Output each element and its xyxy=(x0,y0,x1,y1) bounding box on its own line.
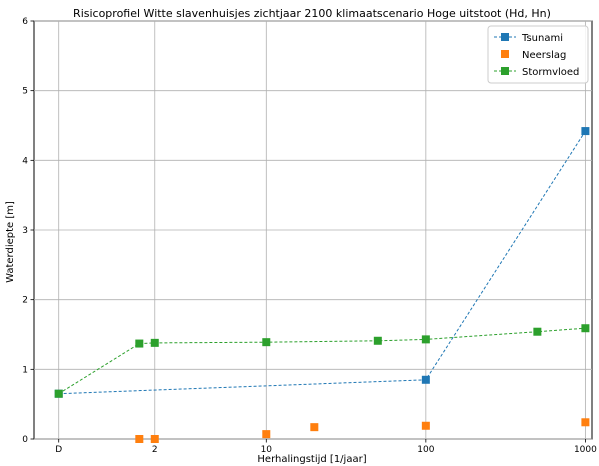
legend-entry-tsunami: Tsunami xyxy=(494,33,563,44)
stormvloed-point xyxy=(150,338,159,347)
tsunami-point xyxy=(421,375,430,384)
series-tsunami xyxy=(54,127,590,398)
x-tick-label: 2 xyxy=(152,445,158,455)
y-tick-label: 6 xyxy=(22,17,28,27)
neerslag-point xyxy=(262,430,271,439)
neerslag-point xyxy=(421,421,430,430)
chart-title: Risicoprofiel Witte slavenhuisjes zichtj… xyxy=(73,7,551,20)
x-tick-label: 100 xyxy=(417,445,434,455)
stormvloed-point xyxy=(54,389,63,398)
grid xyxy=(34,20,592,440)
legend-entry-stormvloed: Stormvloed xyxy=(494,67,579,78)
legend-label-neerslag: Neerslag xyxy=(522,50,566,61)
stormvloed-line xyxy=(58,327,586,395)
stormvloed-point xyxy=(581,324,590,333)
series-neerslag xyxy=(135,418,590,443)
legend: Tsunami Neerslag Stormvloed xyxy=(487,25,589,84)
neerslag-point xyxy=(150,435,159,443)
neerslag-point xyxy=(581,418,590,427)
neerslag-point xyxy=(310,423,319,432)
y-axis: 0 1 2 3 4 5 6 xyxy=(22,17,34,445)
legend-box xyxy=(487,25,589,84)
stormvloed-point xyxy=(533,327,542,336)
stormvloed-point xyxy=(421,335,430,344)
x-tick-label: 10 xyxy=(261,445,273,455)
y-tick-label: 1 xyxy=(22,365,28,375)
tsunami-point xyxy=(581,127,590,136)
x-axis-label: Herhalingstijd [1/jaar] xyxy=(257,454,366,465)
legend-marker-stormvloed xyxy=(501,67,509,75)
tsunami-line xyxy=(58,130,586,395)
y-tick-label: 5 xyxy=(22,87,28,97)
x-axis: D 2 10 100 1000 xyxy=(55,439,597,455)
y-axis-label: Waterdiepte [m] xyxy=(5,201,16,283)
y-tick-label: 4 xyxy=(22,156,28,166)
stormvloed-point xyxy=(262,338,271,347)
x-tick-label: D xyxy=(55,445,62,455)
series-stormvloed xyxy=(54,324,590,398)
legend-marker-tsunami xyxy=(501,33,509,41)
neerslag-point xyxy=(135,435,144,443)
series-group xyxy=(54,127,590,443)
legend-label-stormvloed: Stormvloed xyxy=(522,67,579,78)
y-tick-label: 3 xyxy=(22,226,28,236)
legend-label-tsunami: Tsunami xyxy=(521,33,563,44)
x-tick-label: 1000 xyxy=(574,445,597,455)
stormvloed-point xyxy=(373,336,382,345)
y-tick-label: 2 xyxy=(22,296,28,306)
legend-entry-neerslag: Neerslag xyxy=(501,50,566,61)
stormvloed-point xyxy=(135,339,144,348)
y-tick-label: 0 xyxy=(22,435,28,445)
legend-marker-neerslag xyxy=(501,50,509,58)
